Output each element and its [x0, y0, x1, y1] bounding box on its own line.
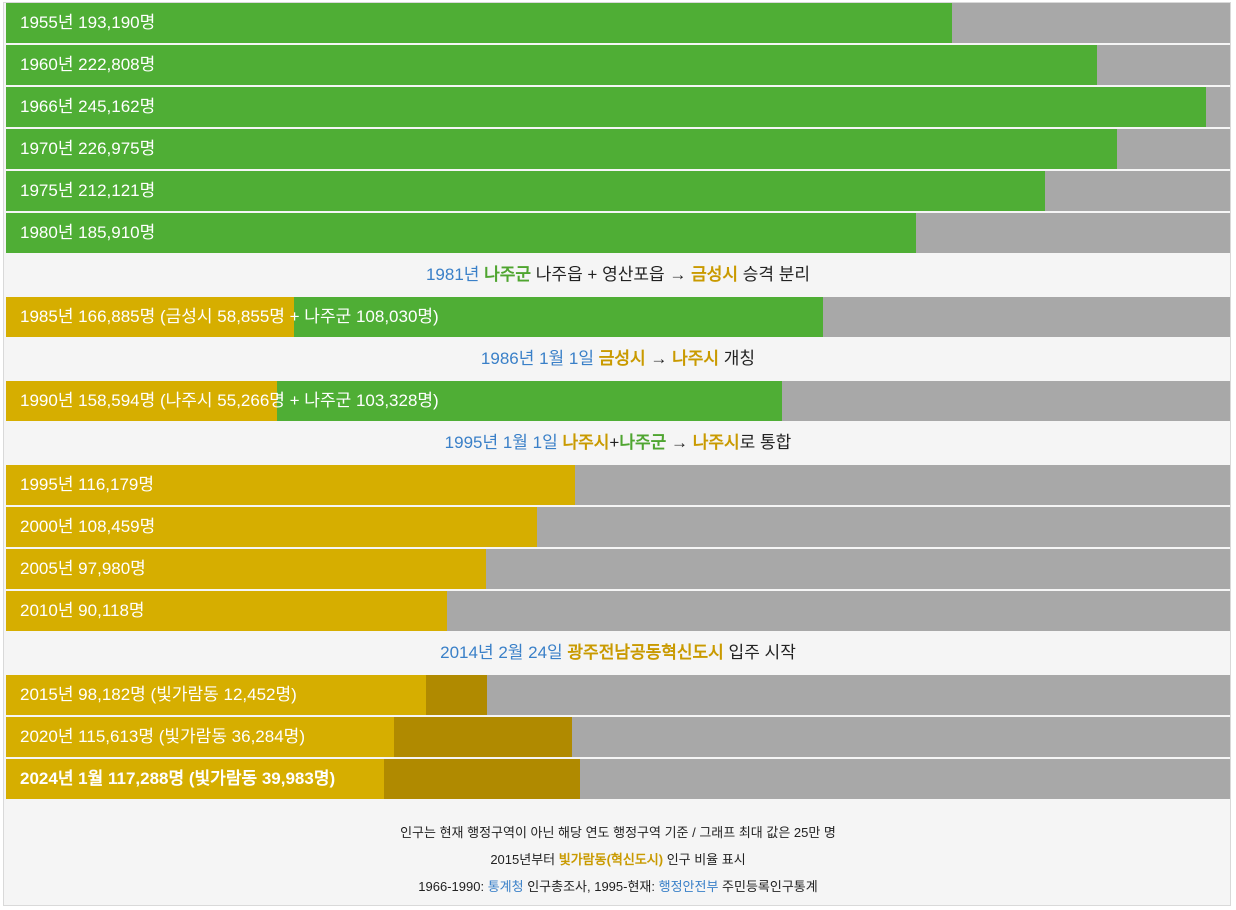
bar-label: 1966년 245,162명: [20, 97, 156, 116]
footer-text: 인구총조사, 1995-현재:: [523, 879, 659, 894]
bar-segment: [276, 381, 783, 421]
footer-line: 인구는 현재 행정구역이 아닌 해당 연도 행정구역 기준 / 그래프 최대 값…: [6, 819, 1230, 846]
event-text: 개칭: [719, 349, 756, 368]
bar-label: 1975년 212,121명: [20, 181, 156, 200]
footer-line: 1966-1990: 통계청 인구총조사, 1995-현재: 행정안전부 주민등…: [6, 873, 1230, 900]
event-text: 승격 분리: [738, 265, 811, 284]
bar-row: 1990년 158,594명 (나주시 55,266명 + 나주군 103,32…: [6, 381, 1230, 421]
bar-row: 1985년 166,885명 (금성시 58,855명 + 나주군 108,03…: [6, 297, 1230, 337]
bar-segment: [394, 717, 573, 757]
bar-segment: [6, 129, 1118, 169]
bar-segment: [384, 759, 581, 799]
event-annotation: 1995년 1월 1일 나주시+나주군 → 나주시로 통합: [6, 423, 1230, 463]
bar-label: 1990년 158,594명 (나주시 55,266명 + 나주군 103,32…: [20, 391, 439, 410]
bar-label: 1955년 193,190명: [20, 13, 156, 32]
bar-row: 1980년 185,910명: [6, 213, 1230, 253]
bar-row: 2024년 1월 117,288명 (빛가람동 39,983명): [6, 759, 1230, 799]
footer-text: 빛가람동(혁신도시): [558, 852, 664, 867]
bar-row: 2005년 97,980명: [6, 549, 1230, 589]
footer-line: 2015년부터 빛가람동(혁신도시) 인구 비율 표시: [6, 846, 1230, 873]
population-chart: 1955년 193,190명 1960년 222,808명 1966년 245,16…: [3, 2, 1231, 906]
bar-label: 2024년 1월 117,288명 (빛가람동 39,983명): [20, 769, 336, 788]
bar-row: 1975년 212,121명: [6, 171, 1230, 211]
bar-label: 1995년 116,179명: [20, 475, 155, 494]
bar-label: 2000년 108,459명: [20, 517, 156, 536]
bar-label: 1985년 166,885명 (금성시 58,855명 + 나주군 108,03…: [20, 307, 439, 326]
event-text: 나주시: [692, 433, 740, 452]
bar-segment: [6, 675, 426, 715]
event-annotation: 1981년 나주군 나주읍 + 영산포읍 → 금성시 승격 분리: [6, 255, 1230, 295]
bar-segment: [6, 759, 385, 799]
bar-row: 1960년 222,808명: [6, 45, 1230, 85]
bar-label: 2020년 115,613명 (빛가람동 36,284명): [20, 727, 305, 746]
event-text: 금성시: [598, 349, 646, 368]
bar-segment: [6, 3, 952, 43]
event-text: →: [645, 349, 673, 368]
event-annotation: 2014년 2월 24일 광주전남공동혁신도시 입주 시작: [6, 633, 1230, 673]
bar-label: 1980년 185,910명: [20, 223, 156, 242]
event-text: 입주 시작: [723, 643, 796, 662]
footer-text: 1966-1990:: [418, 879, 488, 894]
event-text: 나주시: [562, 433, 610, 452]
bar-label: 2010년 90,118명: [20, 601, 145, 620]
bar-segment: [6, 717, 395, 757]
event-text: 나주군: [484, 265, 532, 284]
bar-label: 1970년 226,975명: [20, 139, 156, 158]
bar-segment: [6, 507, 537, 547]
bar-segment: [6, 171, 1045, 211]
footer-link[interactable]: 통계청: [487, 879, 524, 894]
bar-row: 1955년 193,190명: [6, 3, 1230, 43]
event-text: 금성시: [691, 265, 739, 284]
bar-segment: [6, 465, 575, 505]
event-text: 1981년: [425, 265, 485, 284]
bar-segment: [425, 675, 487, 715]
bar-row: 1995년 116,179명: [6, 465, 1230, 505]
event-text: 나주읍 + 영산포읍 →: [531, 265, 692, 284]
bar-row: 2010년 90,118명: [6, 591, 1230, 631]
chart-footer: 인구는 현재 행정구역이 아닌 해당 연도 행정구역 기준 / 그래프 최대 값…: [6, 811, 1230, 903]
footer-text: 주민등록인구통계: [718, 879, 818, 894]
bar-segment: [294, 297, 824, 337]
bar-segment: [6, 549, 486, 589]
bar-label: 2015년 98,182명 (빛가람동 12,452명): [20, 685, 297, 704]
bar-row: 2020년 115,613명 (빛가람동 36,284명): [6, 717, 1230, 757]
footer-link[interactable]: 행정안전부: [658, 879, 719, 894]
event-text: 광주전남공동혁신도시: [567, 643, 724, 662]
bar-segment: [6, 213, 917, 253]
bar-segment: [6, 591, 448, 631]
event-text: 나주군: [619, 433, 667, 452]
bar-label: 2005년 97,980명: [20, 559, 146, 578]
bar-segment: [6, 297, 295, 337]
bar-row: 1970년 226,975명: [6, 129, 1230, 169]
footer-text: 인구는 현재 행정구역이 아닌 해당 연도 행정구역 기준 / 그래프 최대 값…: [400, 825, 836, 840]
event-text: 나주시: [672, 349, 720, 368]
bar-row: 1966년 245,162명: [6, 87, 1230, 127]
event-text: 로 통합: [739, 433, 792, 452]
event-text: 2014년 2월 24일: [440, 643, 568, 662]
event-text: +: [609, 433, 620, 452]
bar-row: 2015년 98,182명 (빛가람동 12,452명): [6, 675, 1230, 715]
footer-text: 2015년부터: [490, 852, 559, 867]
footer-text: 인구 비율 표시: [663, 852, 746, 867]
event-text: →: [666, 433, 693, 452]
event-text: 1995년 1월 1일: [444, 433, 563, 452]
event-annotation: 1986년 1월 1일 금성시 → 나주시 개칭: [6, 339, 1230, 379]
bar-segment: [6, 45, 1097, 85]
event-text: 1986년 1월 1일: [480, 349, 599, 368]
bar-row: 2000년 108,459명: [6, 507, 1230, 547]
bar-segment: [6, 381, 277, 421]
bar-label: 1960년 222,808명: [20, 55, 156, 74]
bar-segment: [6, 87, 1207, 127]
